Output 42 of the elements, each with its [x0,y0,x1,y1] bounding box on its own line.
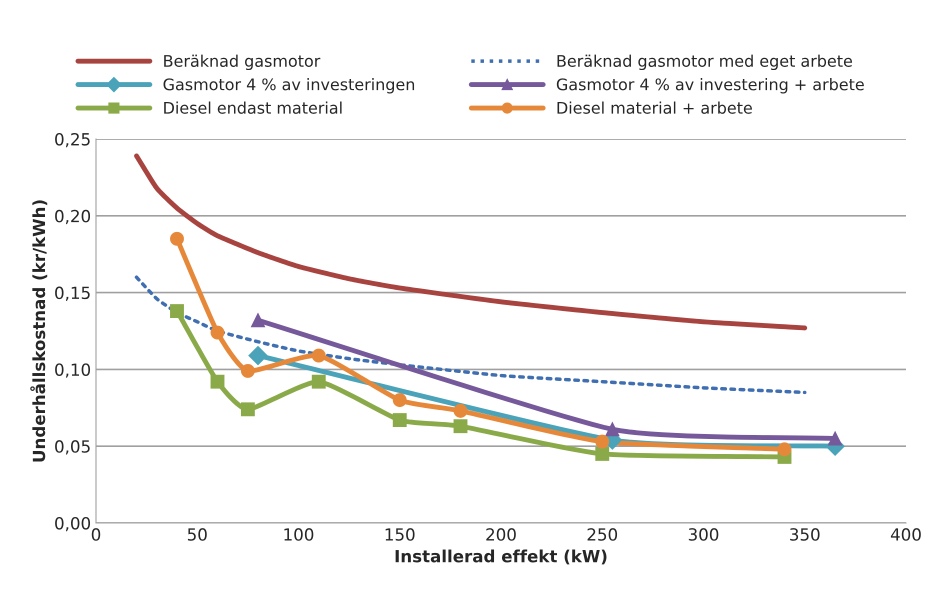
x-tick-label: 0 [92,528,100,541]
point [240,402,255,416]
y-tick-label: 0,15 [55,286,90,301]
point [605,422,620,436]
x-tick-label: 50 [188,528,207,541]
point [454,419,468,434]
y-axis-title: Underhållskostnad (kr/kWh) [30,200,48,462]
point [251,313,265,328]
x-tick-label: 200 [486,528,516,541]
point [312,374,326,389]
x-tick-label: 300 [688,528,718,541]
y-tick-label: 0,25 [55,132,90,148]
legend-label: Beräknad gasmotor [164,54,320,70]
x-tick-label: 100 [284,528,314,541]
x-tick-label: 150 [386,528,415,541]
y-tick-label: 0,05 [55,440,90,454]
point [595,446,610,461]
point [454,404,468,418]
legend-label: Beräknad gasmotor med eget arbete [558,54,852,70]
point [248,346,268,366]
point [828,432,842,446]
legend-label: Gasmotor 4 % av investering + arbete [556,78,864,94]
x-tick-label: 400 [890,528,921,541]
x-axis-title: Installerad effekt (kW) [396,550,606,564]
legend-label: Diesel endast material [164,101,342,114]
point [210,326,224,340]
point [170,304,184,318]
point [392,413,407,428]
x-tick-label: 250 [588,528,618,541]
y-tick-label: 0,00 [55,516,90,532]
y-tick-label: 0,20 [55,210,90,224]
point [595,434,610,449]
point [210,374,224,389]
point [778,442,792,456]
x-tick-label: 350 [790,528,820,541]
legend-label: Diesel material + arbete [558,101,752,114]
point [392,393,407,408]
point [312,348,326,363]
point [170,232,184,246]
y-tick-label: 0,10 [55,363,90,378]
legend-label: Gasmotor 4 % av investeringen [164,78,414,94]
point [240,364,255,378]
